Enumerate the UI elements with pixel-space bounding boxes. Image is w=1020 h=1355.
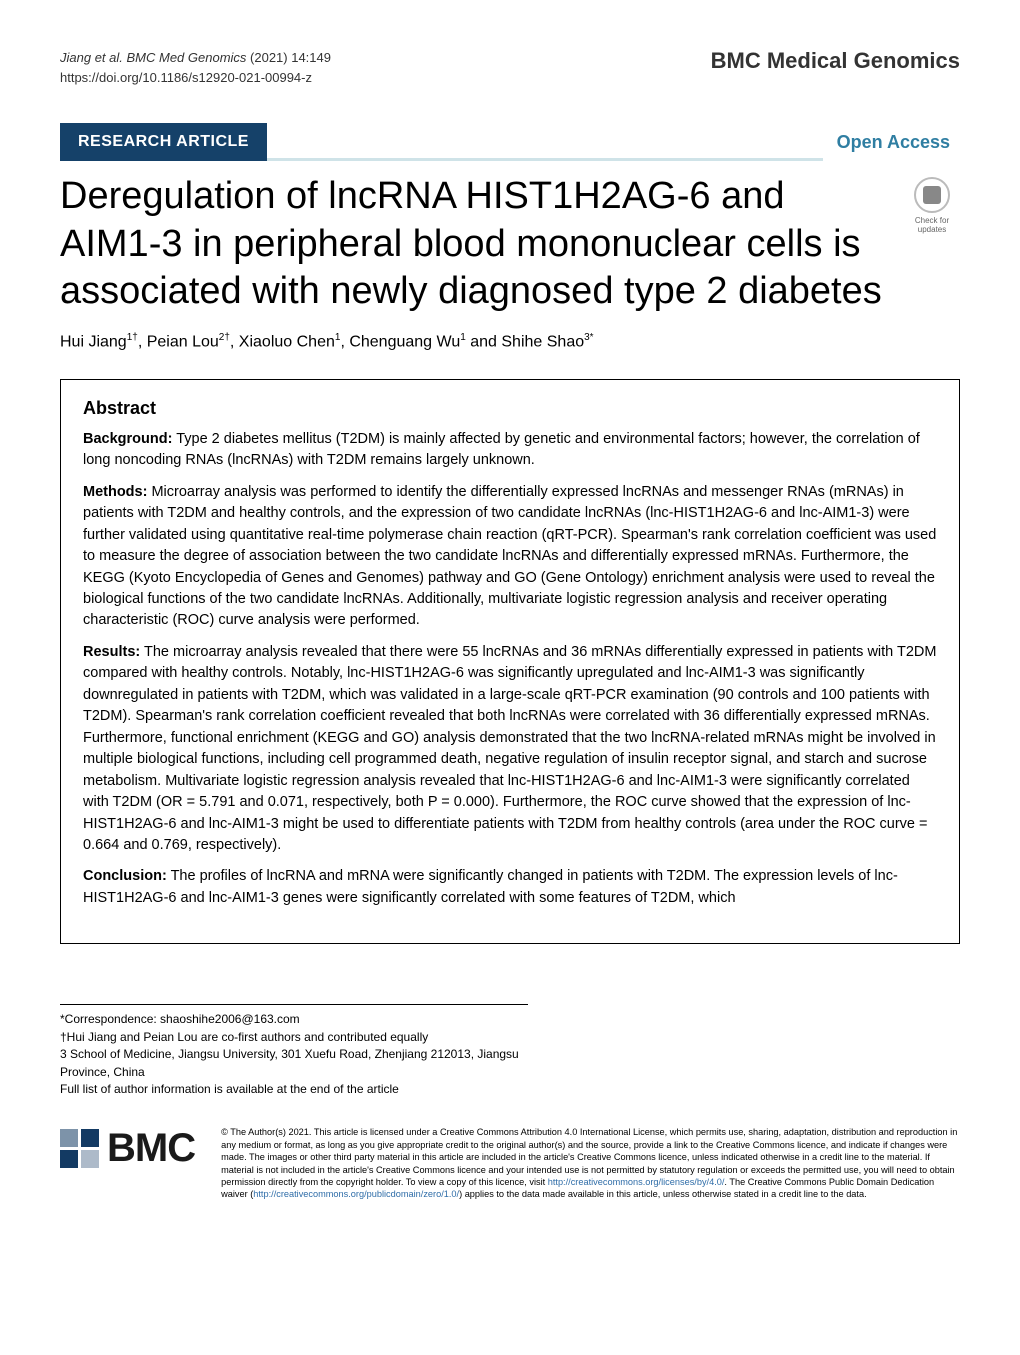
banner-rule: [267, 158, 823, 161]
check-updates-badge[interactable]: Check for updates: [904, 177, 960, 234]
abstract-box: Abstract Background: Type 2 diabetes mel…: [60, 379, 960, 945]
license-text: © The Author(s) 2021. This article is li…: [221, 1126, 960, 1201]
authors-line: Hui Jiang1†, Peian Lou2†, Xiaoluo Chen1,…: [60, 332, 960, 351]
citation-authors: Jiang et al. BMC Med Genomics: [60, 50, 246, 65]
abstract-label: Methods:: [83, 484, 147, 500]
abstract-heading: Abstract: [83, 398, 937, 419]
footnotes-block: *Correspondence: shaoshihe2006@163.com †…: [60, 1004, 528, 1098]
page-root: Jiang et al. BMC Med Genomics (2021) 14:…: [0, 0, 1020, 1231]
abstract-results: Results: The microarray analysis reveale…: [83, 642, 937, 857]
citation-issue: (2021) 14:149: [250, 50, 331, 65]
bmc-squares-icon: [60, 1129, 99, 1168]
header-row: Jiang et al. BMC Med Genomics (2021) 14:…: [60, 48, 960, 87]
banner-row: RESEARCH ARTICLE Open Access: [60, 123, 960, 161]
license-link-1[interactable]: http://creativecommons.org/licenses/by/4…: [548, 1177, 725, 1187]
abstract-text: Type 2 diabetes mellitus (T2DM) is mainl…: [83, 431, 920, 468]
doi-text: https://doi.org/10.1186/s12920-021-00994…: [60, 70, 312, 85]
affiliation-line: 3 School of Medicine, Jiangsu University…: [60, 1046, 528, 1081]
abstract-conclusion: Conclusion: The profiles of lncRNA and m…: [83, 866, 937, 909]
crossmark-icon: [914, 177, 950, 213]
license-suffix: ) applies to the data made available in …: [459, 1189, 867, 1199]
abstract-methods: Methods: Microarray analysis was perform…: [83, 482, 937, 632]
check-updates-label: Check for updates: [915, 216, 949, 234]
citation-block: Jiang et al. BMC Med Genomics (2021) 14:…: [60, 48, 331, 87]
full-list-line: Full list of author information is avail…: [60, 1081, 528, 1098]
abstract-label: Conclusion:: [83, 868, 167, 884]
abstract-label: Background:: [83, 431, 172, 447]
abstract-text: The profiles of lncRNA and mRNA were sig…: [83, 868, 898, 905]
title-row: Deregulation of lncRNA HIST1H2AG-6 and A…: [60, 173, 960, 332]
footer-row: BMC © The Author(s) 2021. This article i…: [60, 1126, 960, 1201]
correspondence-line: *Correspondence: shaoshihe2006@163.com: [60, 1011, 528, 1028]
article-title: Deregulation of lncRNA HIST1H2AG-6 and A…: [60, 173, 888, 316]
abstract-text: Microarray analysis was performed to ide…: [83, 484, 936, 629]
bmc-logo: BMC: [60, 1126, 195, 1171]
abstract-text: The microarray analysis revealed that th…: [83, 644, 937, 853]
abstract-background: Background: Type 2 diabetes mellitus (T2…: [83, 429, 937, 472]
bmc-logo-text: BMC: [107, 1126, 195, 1171]
journal-brand: BMC Medical Genomics: [711, 48, 960, 74]
equal-contribution-line: †Hui Jiang and Peian Lou are co-first au…: [60, 1029, 528, 1046]
license-link-2[interactable]: http://creativecommons.org/publicdomain/…: [253, 1189, 459, 1199]
research-article-badge: RESEARCH ARTICLE: [60, 123, 267, 161]
abstract-label: Results:: [83, 644, 140, 660]
open-access-label: Open Access: [823, 126, 960, 159]
